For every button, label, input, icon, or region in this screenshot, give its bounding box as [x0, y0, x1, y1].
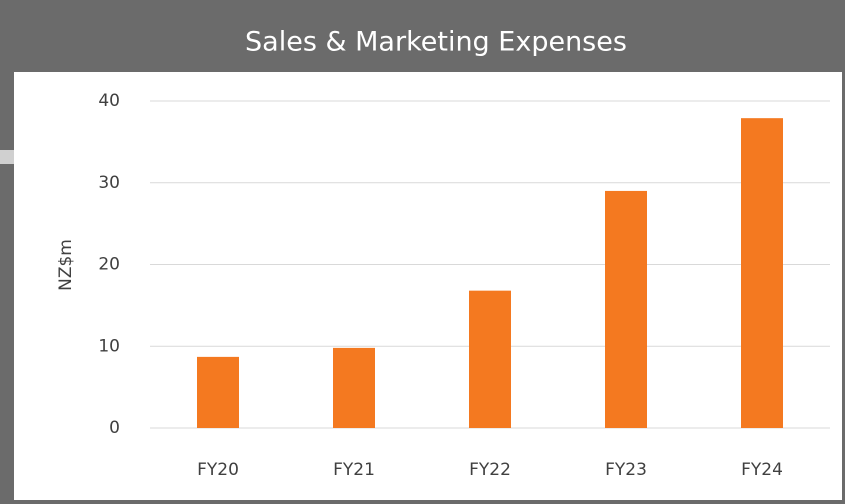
edge	[0, 150, 14, 164]
bar	[469, 290, 511, 428]
bar	[605, 190, 647, 428]
y-tick-label: 10	[98, 336, 120, 356]
chart-title: Sales & Marketing Expenses	[245, 27, 627, 58]
x-tick-label: FY21	[333, 460, 375, 480]
y-axis-label: NZ$m	[56, 239, 76, 291]
x-tick-label: FY24	[741, 460, 783, 480]
bar	[197, 356, 239, 428]
x-tick-label: FY23	[605, 460, 647, 480]
y-tick-label: 0	[109, 418, 120, 438]
x-tick-label: FY22	[469, 460, 511, 480]
bar	[741, 118, 783, 428]
plot-panel	[14, 72, 842, 500]
x-tick-label: FY20	[197, 460, 239, 480]
y-tick-label: 40	[98, 91, 120, 111]
bar	[333, 347, 375, 428]
y-tick-label: 20	[98, 255, 120, 275]
y-tick-label: 30	[98, 173, 120, 193]
